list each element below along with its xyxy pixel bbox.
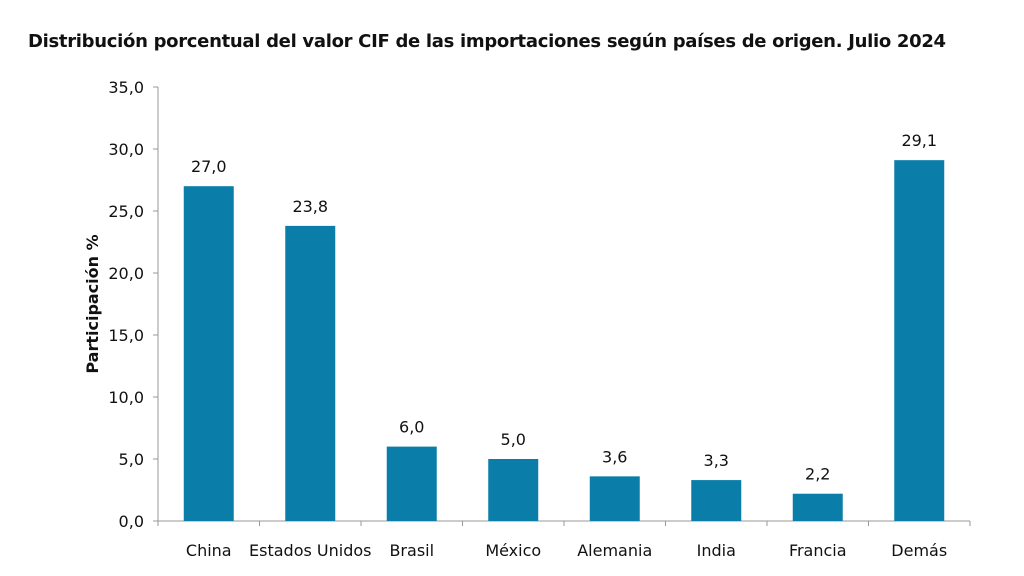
x-tick-label: Alemania [577, 541, 652, 560]
x-tick-label: India [697, 541, 736, 560]
data-label: 3,6 [602, 447, 627, 466]
x-tick-label: Brasil [389, 541, 434, 560]
x-tick-label: Estados Unidos [249, 541, 371, 560]
y-tick-label: 20,0 [108, 264, 144, 283]
chart-title: Distribución porcentual del valor CIF de… [28, 31, 946, 52]
data-label: 27,0 [191, 157, 227, 176]
bar-estados-unidos [285, 225, 336, 521]
y-tick-label: 15,0 [108, 326, 144, 345]
data-label: 3,3 [704, 451, 729, 470]
y-tick-label: 10,0 [108, 388, 144, 407]
bar-alemania [589, 476, 640, 521]
x-tick-label: China [186, 541, 232, 560]
y-tick-label: 35,0 [108, 78, 144, 97]
x-tick-label: México [485, 541, 541, 560]
x-tick-label: Demás [891, 541, 947, 560]
x-tick-label: Francia [789, 541, 847, 560]
data-label: 6,0 [399, 418, 424, 437]
data-label: 5,0 [501, 430, 526, 449]
bar-brasil [386, 446, 437, 521]
bar-méxico [488, 459, 539, 521]
bar-india [691, 480, 742, 521]
data-label: 23,8 [292, 197, 328, 216]
bar-demás [894, 160, 945, 521]
bar-francia [792, 493, 843, 521]
y-tick-label: 30,0 [108, 140, 144, 159]
bar-china [183, 186, 234, 521]
y-tick-label: 0,0 [119, 512, 144, 531]
data-label: 29,1 [901, 131, 937, 150]
y-tick-label: 5,0 [119, 450, 144, 469]
y-axis-label: Participación % [83, 234, 102, 373]
y-tick-label: 25,0 [108, 202, 144, 221]
data-label: 2,2 [805, 465, 830, 484]
